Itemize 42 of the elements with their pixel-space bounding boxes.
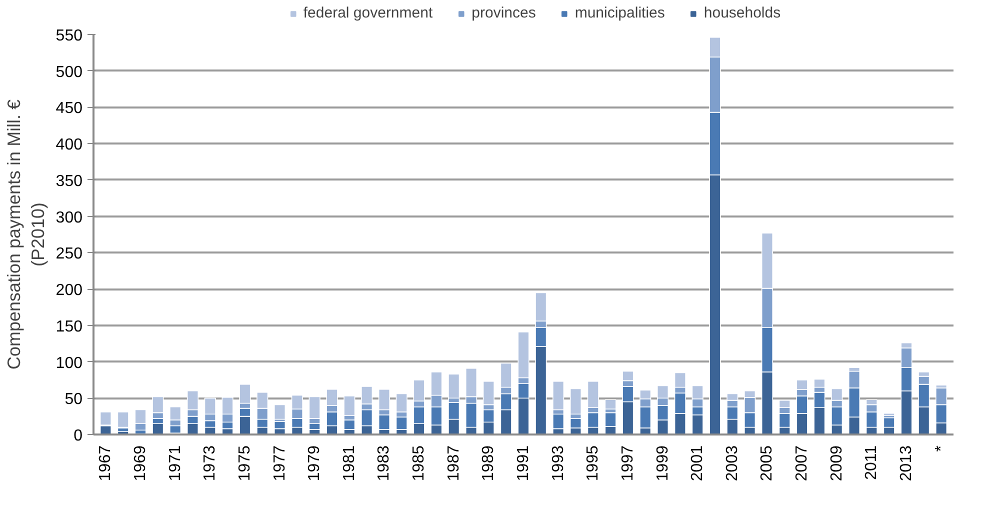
y-tick-label: 150 [56, 318, 83, 336]
x-tick-label: * [932, 445, 950, 452]
x-tick-label: 2001 [689, 445, 706, 482]
x-tick-label: 1981 [340, 445, 358, 482]
x-tick-label: 1967 [97, 445, 114, 482]
x-tick-label: 1987 [445, 445, 462, 482]
y-tick-label: 350 [56, 172, 83, 190]
legend-label: households [704, 4, 781, 22]
x-tick-label: 1975 [236, 445, 254, 482]
x-tick-label: 1989 [480, 445, 498, 482]
y-tick-label: 550 [56, 28, 83, 44]
legend-label: municipalities [574, 4, 665, 22]
y-tick-label: 400 [56, 136, 83, 154]
x-tick-label: 1985 [410, 445, 428, 482]
y-tick-label: 200 [56, 282, 83, 300]
legend-label: federal government [303, 4, 433, 22]
y-tick-label: 50 [64, 391, 83, 408]
y-tick-label: 500 [56, 64, 83, 81]
y-axis-title: Compensation payments in Mill. € (P2010) [4, 99, 48, 370]
y-tick-label: 250 [56, 246, 83, 263]
x-tick-label: 1995 [584, 445, 602, 482]
x-tick-label: 1973 [202, 445, 219, 482]
x-tick-label: 2005 [758, 445, 776, 482]
x-tick-label: 1991 [515, 445, 532, 482]
x-tick-label: 1969 [132, 445, 150, 482]
x-tick-label: 2003 [724, 445, 741, 482]
x-tick-label: 1997 [619, 445, 636, 482]
x-tick-label: 2013 [898, 445, 915, 482]
x-tick-label: 1971 [166, 445, 184, 482]
y-tick-label: 0 [74, 428, 83, 444]
x-tick-label: 1993 [550, 445, 567, 482]
y-tick-label: 100 [56, 354, 83, 372]
x-tick-label: 2011 [863, 445, 880, 480]
x-tick-label: 2007 [794, 445, 811, 482]
x-tick-label: 1979 [306, 445, 324, 482]
x-tick-label: 1999 [654, 445, 672, 482]
x-tick-label: 2009 [828, 445, 846, 482]
y-tick-label: 300 [56, 209, 83, 226]
x-tick-label: 1983 [376, 445, 393, 482]
legend-label: provinces [472, 4, 536, 22]
x-tick-label: 1977 [271, 445, 288, 482]
y-tick-label: 450 [56, 100, 83, 118]
